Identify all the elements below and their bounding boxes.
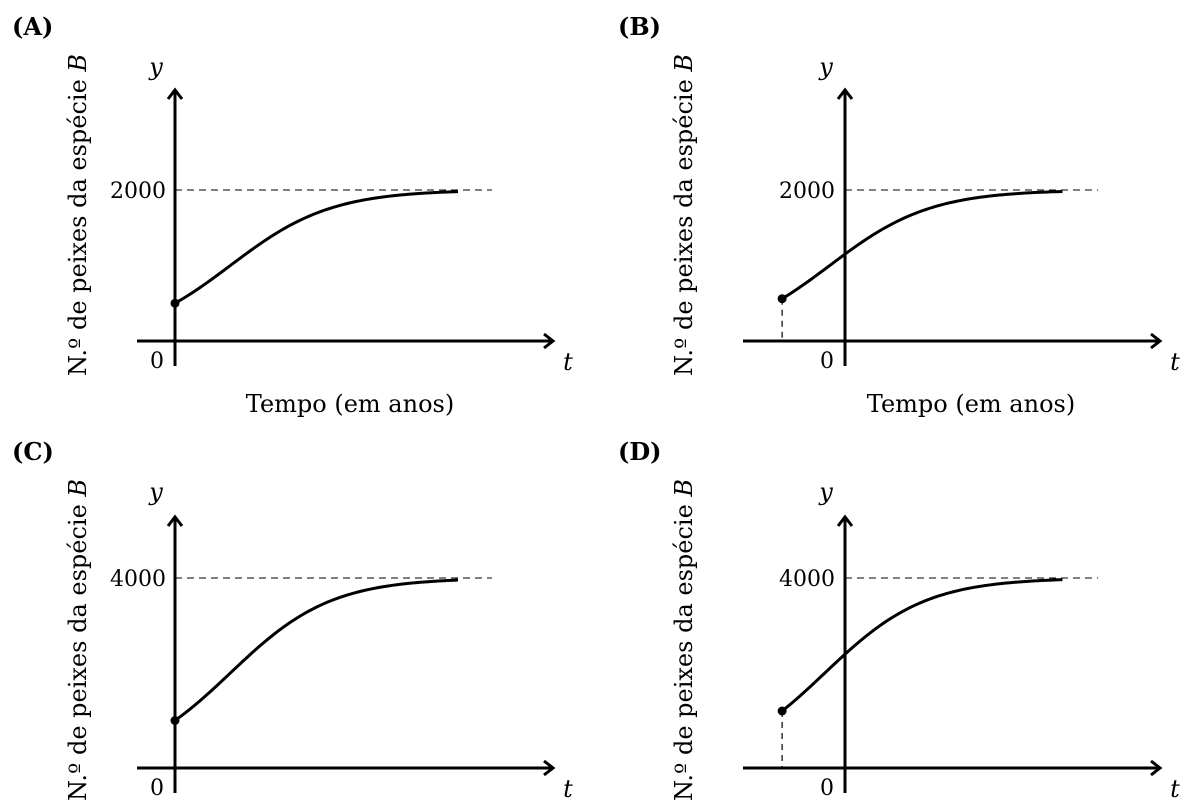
panel-label: (B) xyxy=(618,12,661,41)
y-axis-title: N.º de peixes da espécie B xyxy=(670,54,698,376)
x-axis-arrowhead xyxy=(543,332,556,350)
start-point xyxy=(777,706,787,716)
y-axis-arrowhead xyxy=(166,514,184,527)
y-axis-title: N.º de peixes da espécie B xyxy=(64,54,92,376)
growth-curve xyxy=(174,190,459,305)
y-variable-label: y xyxy=(818,53,833,81)
x-variable-label: t xyxy=(563,348,573,376)
panel-label: (C) xyxy=(12,437,54,466)
origin-label: 0 xyxy=(820,776,834,801)
y-axis-arrowhead xyxy=(166,87,184,100)
y-axis-title-italic: B xyxy=(64,54,92,73)
y-axis-title: N.º de peixes da espécie B xyxy=(64,479,92,801)
x-axis-arrowhead xyxy=(1150,332,1163,350)
y-axis-title-text: N.º de peixes da espécie xyxy=(64,497,92,801)
panel-label: (D) xyxy=(618,437,662,466)
growth-curve xyxy=(781,578,1063,713)
y-axis-title-italic: B xyxy=(64,479,92,498)
origin-label: 0 xyxy=(150,776,164,801)
asymptote-tick-label: 4000 xyxy=(110,567,166,592)
y-variable-label: y xyxy=(148,478,163,506)
x-axis-title: Tempo (em anos) xyxy=(246,390,454,418)
y-axis-title-italic: B xyxy=(670,54,698,73)
growth-curve xyxy=(174,578,459,722)
y-axis-title: N.º de peixes da espécie B xyxy=(670,479,698,801)
y-axis-arrowhead xyxy=(836,87,854,100)
x-axis-arrowhead xyxy=(543,759,556,777)
x-variable-label: t xyxy=(1170,775,1180,803)
growth-curve xyxy=(781,189,1063,300)
origin-label: 0 xyxy=(820,349,834,374)
x-variable-label: t xyxy=(1170,348,1180,376)
y-axis-title-italic: B xyxy=(670,479,698,498)
asymptote-tick-label: 2000 xyxy=(110,179,166,204)
asymptote-tick-label: 4000 xyxy=(779,567,835,592)
x-variable-label: t xyxy=(563,775,573,803)
panel-label: (A) xyxy=(12,12,53,41)
x-axis-title: Tempo (em anos) xyxy=(867,390,1075,418)
y-variable-label: y xyxy=(818,478,833,506)
origin-label: 0 xyxy=(150,349,164,374)
y-axis-title-text: N.º de peixes da espécie xyxy=(64,72,92,376)
start-point xyxy=(170,298,180,308)
start-point xyxy=(777,294,787,304)
x-axis-arrowhead xyxy=(1150,759,1163,777)
y-axis-title-text: N.º de peixes da espécie xyxy=(670,497,698,801)
y-variable-label: y xyxy=(148,53,163,81)
y-axis-title-text: N.º de peixes da espécie xyxy=(670,72,698,376)
asymptote-tick-label: 2000 xyxy=(779,179,835,204)
y-axis-arrowhead xyxy=(836,514,854,527)
start-point xyxy=(170,716,180,725)
